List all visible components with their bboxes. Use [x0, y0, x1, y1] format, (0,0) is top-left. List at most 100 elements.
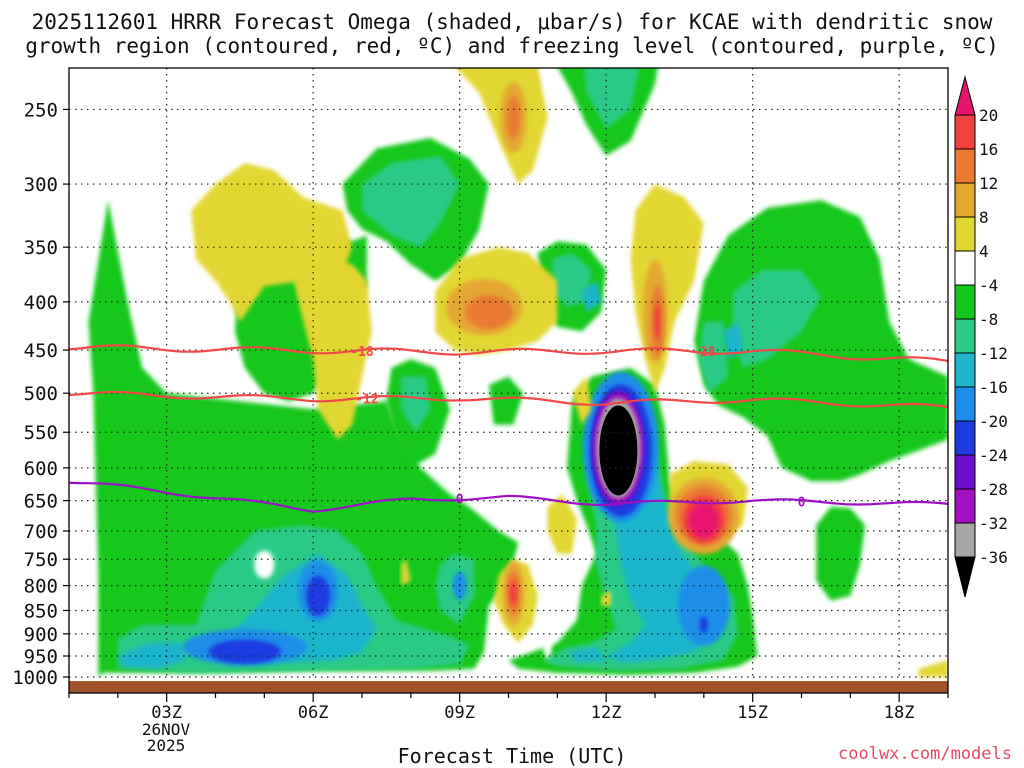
contour-label--18-0: -18: [350, 345, 374, 360]
lightblue-region-14z-low: [677, 565, 730, 646]
omega-shaded-field: [69, 68, 948, 693]
green-region-15z-17z: [694, 200, 948, 482]
y-tick-label-950: 950: [24, 646, 58, 668]
contour-label--18-1: -18: [692, 345, 716, 360]
colorbar-label--24: -24: [979, 446, 1008, 465]
colorbar-swatch-8: [954, 352, 976, 388]
colorbar-label--20: -20: [979, 412, 1008, 431]
pink-core-14z: [688, 502, 719, 539]
x-tick-label-15Z: 15Z: [737, 703, 768, 723]
colorbar-swatch-12: [954, 488, 976, 524]
x-tick-label-06Z: 06Z: [298, 703, 329, 723]
x-tick-label-18Z: 18Z: [884, 703, 915, 723]
colorbar-swatch-7: [954, 318, 976, 354]
x-tick-label-12Z: 12Z: [591, 703, 622, 723]
yellow-region-06z: [293, 258, 372, 440]
colorbar-swatch-1: [954, 114, 976, 150]
green-region-lower-left: [88, 200, 519, 677]
cyan-region-14z: [723, 321, 743, 360]
y-tick-label-300: 300: [24, 174, 58, 196]
colorbar-swatch-10: [954, 420, 976, 456]
colorbar-label--12: -12: [979, 344, 1008, 363]
y-tick-label-700: 700: [24, 521, 58, 543]
y-tick-label-450: 450: [24, 340, 58, 362]
y-tick-label-550: 550: [24, 422, 58, 444]
colorbar-label--16: -16: [979, 378, 1008, 397]
colorbar-label--28: -28: [979, 480, 1008, 499]
colorbar-label--4: -4: [979, 276, 998, 295]
colorbar-label-16: 16: [979, 140, 998, 159]
colorbar-swatch-9: [954, 386, 976, 422]
y-tick-label-600: 600: [24, 458, 58, 480]
red-core-13z: [654, 303, 661, 340]
colorbar-swatch-13: [954, 522, 976, 558]
y-tick-label-1000: 1000: [12, 667, 58, 689]
green-region-17z-low: [816, 506, 865, 601]
colorbar-label-12: 12: [979, 174, 998, 193]
colorbar-swatch-11: [954, 454, 976, 490]
blue-core-05z: [208, 639, 281, 664]
date-label-year: 2025: [146, 736, 186, 755]
orange-core-09z-mid: [464, 294, 513, 329]
orange-core-10z-upper: [506, 95, 521, 140]
y-tick-label-250: 250: [24, 99, 58, 121]
y-tick-label-500: 500: [24, 383, 58, 405]
contour-label-0-0: 0: [456, 492, 464, 507]
white-hole-05z: [254, 550, 275, 579]
chart-title-line1: 2025112601 HRRR Forecast Omega (shaded, …: [31, 10, 993, 34]
time-axis: 03Z 06Z 09Z 12Z 15Z 18Z: [68, 693, 949, 723]
teal-region-15z: [733, 269, 821, 368]
colorbar-label--8: -8: [979, 310, 998, 329]
temperature-contours: -18 -18 -12 0 0: [69, 344, 948, 513]
date-label-day: 26NOV: [141, 720, 191, 739]
chart-title-line2: growth region (contoured, red, ºC) and f…: [25, 34, 999, 58]
yellow-region-11z-mid: [572, 376, 592, 425]
green-region-small-10z: [489, 376, 524, 425]
colorbar-swatch-6: [954, 284, 976, 320]
y-tick-label-350: 350: [24, 237, 58, 259]
yellow-region-11z-low: [547, 494, 577, 554]
omega-colorbar: 20 16 12 8 4 -4 -8 -12 -16 -20 -24 -28 -32 -36: [954, 75, 1008, 598]
colorbar-cap-top: [954, 75, 976, 116]
y-tick-label-900: 900: [24, 624, 58, 646]
contour-line--12: [69, 390, 948, 409]
colorbar-label-8: 8: [979, 208, 989, 227]
yellow-region-13z: [630, 184, 704, 394]
cyan-region-11z-low: [567, 647, 607, 663]
teal-region-11z: [552, 253, 592, 307]
y-tick-label-750: 750: [24, 549, 58, 571]
black-core-12z: [599, 405, 638, 496]
y-tick-label-400: 400: [24, 292, 58, 314]
colorbar-swatch-4: [954, 216, 976, 252]
colorbar-label-20: 20: [979, 106, 998, 125]
colorbar-cap-bottom: [954, 556, 976, 598]
contour-label-0-1: 0: [798, 496, 806, 511]
pressure-axis: 2503003504004505005506006507007508008509…: [12, 99, 69, 689]
contour-label--12-0: -12: [355, 393, 378, 408]
teal-region-14z: [699, 321, 729, 394]
blue-core-14z: [699, 616, 708, 633]
colorbar-label--32: -32: [979, 514, 1008, 533]
dotted-grid: [69, 68, 948, 678]
ground-terrain: [69, 681, 948, 693]
credit-text: coolwx.com/models: [838, 744, 1012, 764]
colorbar-label-4: 4: [979, 242, 989, 261]
teal-region-12z-top: [584, 68, 640, 129]
x-axis-title: Forecast Time (UTC): [397, 744, 627, 768]
colorbar-swatch-3: [954, 182, 976, 218]
colorbar-swatch-2: [954, 148, 976, 184]
colorbar-swatch-5: [954, 250, 976, 286]
yellow-region-08z-low: [401, 559, 411, 586]
yellow-region-12z-low: [601, 590, 612, 606]
cyan-region-11z: [581, 280, 602, 312]
x-tick-label-03Z: 03Z: [151, 703, 182, 723]
colorbar-label--36: -36: [979, 548, 1008, 567]
contour-line--18: [69, 344, 948, 363]
x-tick-label-09Z: 09Z: [444, 703, 475, 723]
teal-region-08z-mid: [401, 376, 431, 433]
y-tick-label-650: 650: [24, 491, 58, 513]
y-tick-label-850: 850: [24, 600, 58, 622]
white-hole-11z: [542, 618, 553, 659]
contour-line-0: [69, 481, 948, 513]
